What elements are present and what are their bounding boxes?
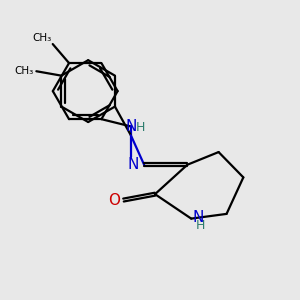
Text: N: N	[125, 119, 136, 134]
Text: CH₃: CH₃	[15, 66, 34, 76]
Text: CH₃: CH₃	[32, 33, 51, 43]
Text: H: H	[196, 219, 205, 232]
Text: O: O	[108, 193, 120, 208]
Text: N: N	[193, 210, 204, 225]
Text: N: N	[128, 157, 139, 172]
Text: H: H	[136, 122, 145, 134]
